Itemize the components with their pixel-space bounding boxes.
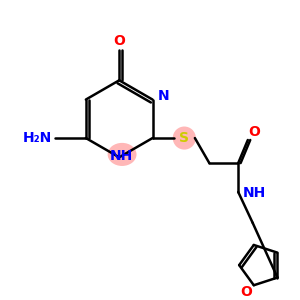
Text: N: N	[157, 89, 169, 103]
Text: O: O	[240, 285, 252, 299]
Text: S: S	[179, 131, 189, 145]
Ellipse shape	[173, 127, 196, 150]
Text: H₂N: H₂N	[23, 131, 52, 145]
Ellipse shape	[108, 143, 136, 166]
Text: NH: NH	[110, 149, 133, 163]
Text: O: O	[113, 34, 125, 48]
Text: NH: NH	[243, 186, 266, 200]
Text: O: O	[249, 125, 260, 139]
